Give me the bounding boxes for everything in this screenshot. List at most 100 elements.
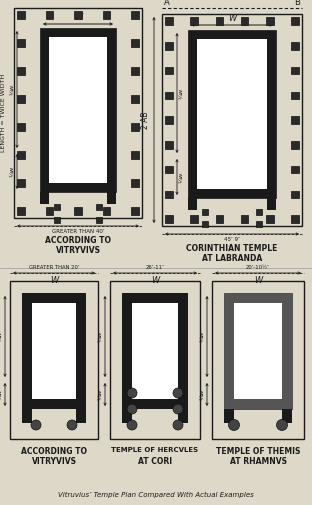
- Bar: [291, 166, 299, 173]
- Circle shape: [67, 420, 77, 430]
- Bar: [267, 198, 276, 210]
- Bar: [165, 190, 173, 198]
- Bar: [14, 8, 142, 218]
- Text: 2 AB: 2 AB: [141, 111, 150, 129]
- Bar: [132, 303, 178, 399]
- Bar: [282, 409, 292, 423]
- Bar: [188, 30, 276, 198]
- Bar: [291, 141, 299, 148]
- Text: ¾w: ¾w: [10, 84, 15, 95]
- Text: A: A: [164, 0, 170, 7]
- Bar: [131, 179, 139, 187]
- Bar: [17, 123, 25, 131]
- Bar: [224, 293, 292, 409]
- Bar: [46, 11, 53, 19]
- Text: ¾w: ¾w: [0, 331, 3, 342]
- Bar: [256, 209, 262, 215]
- Bar: [165, 166, 173, 173]
- Text: ¼w: ¼w: [179, 171, 184, 183]
- Bar: [165, 116, 173, 124]
- Text: GREATER THAN 20’: GREATER THAN 20’: [29, 265, 79, 270]
- Bar: [131, 152, 139, 159]
- Bar: [40, 192, 49, 204]
- Text: ¼w: ¼w: [98, 389, 103, 400]
- Text: 26’-11″: 26’-11″: [145, 265, 164, 270]
- Text: AT CORI: AT CORI: [138, 457, 172, 466]
- Text: AT RHAMNVS: AT RHAMNVS: [230, 457, 286, 466]
- Text: W: W: [254, 276, 262, 285]
- Bar: [212, 281, 304, 439]
- Bar: [241, 17, 248, 25]
- Bar: [291, 17, 299, 25]
- Bar: [76, 409, 86, 423]
- Bar: [131, 207, 139, 215]
- Bar: [74, 207, 82, 215]
- Bar: [131, 67, 139, 75]
- Text: ¼w: ¼w: [10, 166, 15, 177]
- Bar: [131, 123, 139, 131]
- Circle shape: [127, 404, 137, 414]
- Bar: [216, 215, 223, 223]
- Circle shape: [127, 388, 137, 398]
- Text: TEMPLE OF HERCVLES: TEMPLE OF HERCVLES: [111, 447, 198, 453]
- Text: B: B: [294, 0, 300, 7]
- Bar: [241, 215, 248, 223]
- Text: W: W: [50, 276, 58, 285]
- Bar: [291, 215, 299, 223]
- Bar: [165, 215, 173, 223]
- Text: 45’ 9″: 45’ 9″: [224, 237, 240, 242]
- Circle shape: [173, 404, 183, 414]
- Bar: [74, 11, 82, 19]
- Circle shape: [173, 388, 183, 398]
- Bar: [107, 192, 116, 204]
- Bar: [234, 303, 282, 399]
- Bar: [131, 95, 139, 103]
- Bar: [54, 204, 60, 210]
- Text: VITRYVIVS: VITRYVIVS: [56, 246, 100, 255]
- Bar: [49, 37, 107, 183]
- Bar: [266, 215, 274, 223]
- Bar: [202, 221, 208, 227]
- Bar: [162, 14, 302, 226]
- Bar: [188, 198, 197, 210]
- Bar: [54, 217, 60, 223]
- Bar: [32, 303, 76, 399]
- Bar: [165, 17, 173, 25]
- Circle shape: [228, 420, 240, 430]
- Bar: [131, 11, 139, 19]
- Bar: [17, 11, 25, 19]
- Text: ¾w: ¾w: [98, 331, 103, 342]
- Bar: [165, 141, 173, 148]
- Bar: [17, 39, 25, 47]
- Bar: [122, 409, 132, 423]
- Bar: [224, 409, 234, 423]
- Bar: [22, 293, 86, 409]
- Bar: [131, 39, 139, 47]
- Text: ¼w: ¼w: [200, 389, 205, 400]
- Bar: [122, 293, 188, 409]
- Bar: [10, 281, 98, 439]
- Text: LENGTH = TWICE WIDTH: LENGTH = TWICE WIDTH: [2, 74, 7, 152]
- Bar: [291, 116, 299, 124]
- Bar: [197, 39, 267, 189]
- Bar: [165, 42, 173, 49]
- Bar: [103, 11, 110, 19]
- Text: ACCORDING TO: ACCORDING TO: [45, 236, 111, 245]
- Bar: [110, 281, 200, 439]
- Bar: [22, 409, 32, 423]
- Bar: [40, 28, 116, 192]
- Bar: [256, 221, 262, 227]
- Bar: [96, 217, 102, 223]
- Bar: [103, 207, 110, 215]
- Bar: [190, 215, 198, 223]
- Text: W: W: [151, 276, 159, 285]
- Bar: [46, 207, 53, 215]
- Bar: [291, 42, 299, 49]
- Text: Vitruvius’ Temple Plan Compared With Actual Examples: Vitruvius’ Temple Plan Compared With Act…: [58, 492, 254, 498]
- Bar: [17, 95, 25, 103]
- Bar: [17, 207, 25, 215]
- Text: AT LABRANDA: AT LABRANDA: [202, 254, 262, 263]
- Circle shape: [173, 420, 183, 430]
- Bar: [190, 17, 198, 25]
- Bar: [17, 67, 25, 75]
